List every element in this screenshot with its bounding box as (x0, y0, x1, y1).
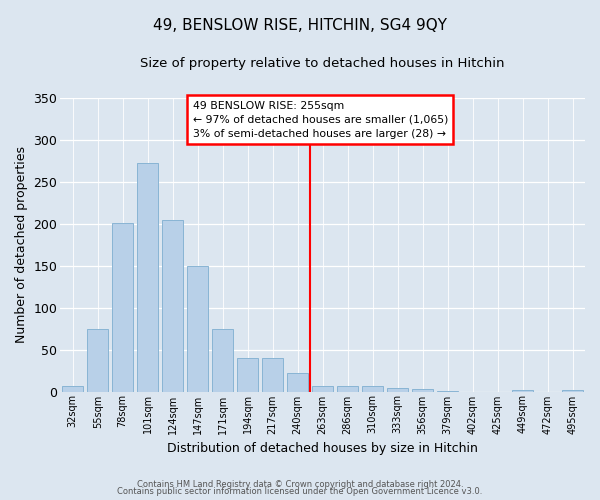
Bar (387, 388, 408, 392)
Bar (437, 390, 458, 392)
X-axis label: Distribution of detached houses by size in Hitchin: Distribution of detached houses by size … (167, 442, 478, 455)
Bar (62, 386, 83, 392)
Bar (512, 390, 533, 392)
Bar (237, 358, 258, 392)
Text: 49 BENSLOW RISE: 255sqm
← 97% of detached houses are smaller (1,065)
3% of semi-: 49 BENSLOW RISE: 255sqm ← 97% of detache… (193, 100, 448, 138)
Text: Contains HM Land Registry data © Crown copyright and database right 2024.: Contains HM Land Registry data © Crown c… (137, 480, 463, 489)
Text: 49, BENSLOW RISE, HITCHIN, SG4 9QY: 49, BENSLOW RISE, HITCHIN, SG4 9QY (153, 18, 447, 32)
Bar (162, 220, 183, 392)
Bar (137, 164, 158, 392)
Bar (262, 358, 283, 392)
Bar (562, 390, 583, 392)
Bar (212, 328, 233, 392)
Text: Contains public sector information licensed under the Open Government Licence v3: Contains public sector information licen… (118, 487, 482, 496)
Y-axis label: Number of detached properties: Number of detached properties (15, 146, 28, 344)
Bar (187, 266, 208, 392)
Title: Size of property relative to detached houses in Hitchin: Size of property relative to detached ho… (140, 58, 505, 70)
Bar (87, 330, 109, 392)
Bar (287, 373, 308, 392)
Bar (112, 223, 133, 392)
Bar (312, 386, 333, 392)
Bar (362, 386, 383, 392)
Bar (412, 389, 433, 392)
Bar (337, 386, 358, 392)
